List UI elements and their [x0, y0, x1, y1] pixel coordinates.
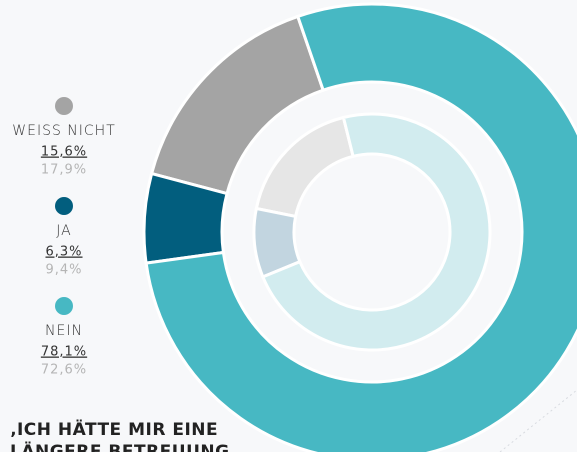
donut-segment — [260, 112, 492, 352]
legend-label: JA — [56, 223, 71, 239]
donut-segment — [144, 2, 577, 452]
legend-value-secondary: 72,6% — [41, 363, 87, 378]
decoration — [499, 389, 577, 452]
title-line: LÄNGERE BETREUUNG — [10, 440, 230, 452]
legend-value: 6,3% — [45, 245, 82, 260]
legend-label: NEIN — [45, 323, 83, 339]
legend-swatch — [55, 97, 73, 115]
title-line: ‚ICH HÄTTE MIR EINE — [10, 418, 218, 440]
legend-swatch — [55, 197, 73, 215]
legend-label: WEISS NICHT — [12, 123, 116, 139]
legend-value-secondary: 9,4% — [45, 263, 82, 278]
legend-value: 78,1% — [41, 345, 87, 360]
legend-value: 15,6% — [41, 145, 87, 160]
legend-swatch — [55, 297, 73, 315]
legend-value-secondary: 17,9% — [41, 163, 87, 178]
